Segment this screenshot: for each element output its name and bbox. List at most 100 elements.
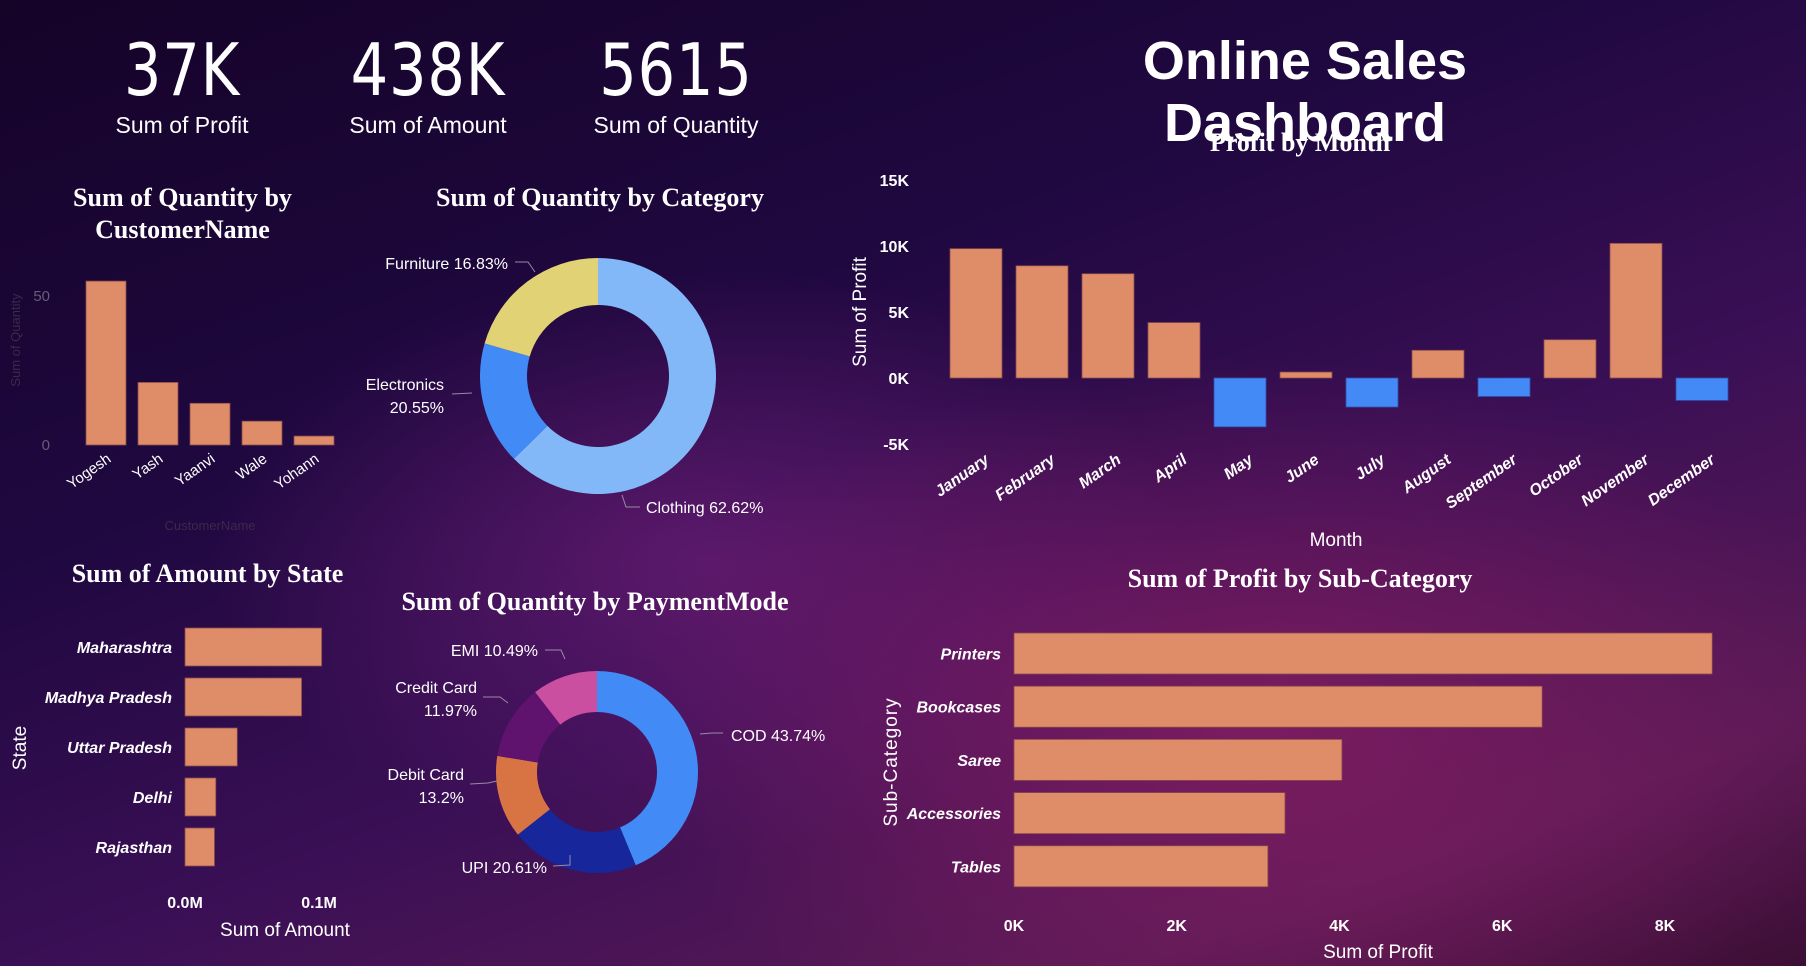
subcat-bar-chart: Printers Bookcases Saree Accessories Tables 0… [881, 632, 1713, 963]
x-tick-label: June [1282, 451, 1322, 486]
y-tick-label: Rajasthan [96, 840, 173, 857]
bar-may [1213, 377, 1267, 428]
leader-furniture [515, 261, 536, 273]
slice-credit-card [497, 692, 561, 763]
y-tick-label: 15K [880, 173, 910, 190]
y-tick-label: Madhya Pradesh [45, 690, 172, 707]
data-label-debit-pct: 13.2% [419, 790, 464, 807]
x-tick-label: Yash [129, 450, 166, 483]
x-axis-label: Sum of Profit [1323, 942, 1434, 963]
kpi-quantity: 5615 Sum of Quantity [576, 30, 776, 139]
x-tick-label: Yohann [271, 450, 322, 493]
x-tick-label: 0.1M [301, 895, 337, 912]
bar-uttar-pradesh [184, 727, 238, 767]
y-tick-label: Maharashtra [77, 640, 172, 657]
x-tick-label: 0.0M [167, 895, 203, 912]
kpi-quantity-label: Sum of Quantity [593, 112, 759, 138]
x-tick-label: 2K [1167, 918, 1188, 935]
bar-rajasthan [184, 827, 215, 867]
bar-january [949, 248, 1003, 379]
y-tick-label: Printers [941, 647, 1002, 664]
bar-saree [1013, 739, 1343, 781]
bar-february [1015, 265, 1069, 379]
bar-april [1147, 322, 1201, 379]
data-label-emi: EMI 10.49% [451, 643, 538, 660]
bar-march [1081, 273, 1135, 379]
y-tick-label: 0K [889, 371, 910, 388]
customer-bar-chart: 0 50 Sum of Quantity Yogesh Yash Yaanvi Wale Yo… [8, 280, 335, 533]
bar-yogesh [85, 280, 127, 446]
x-axis-label: Sum of Amount [220, 920, 351, 941]
slice-emi [535, 671, 597, 725]
y-tick-label: 50 [33, 288, 50, 305]
y-axis-label: Sub-Category [881, 697, 902, 826]
x-tick-label: 6K [1492, 918, 1513, 935]
bar-october [1543, 339, 1597, 379]
bar-july [1345, 377, 1399, 408]
bar-december [1675, 377, 1729, 401]
month-bar-chart: 15K 10K 5K 0K -5K Sum of Profit January Februar… [850, 173, 1729, 551]
bar-bookcases [1013, 685, 1543, 728]
chart-title-state: Sum of Amount by State [71, 559, 344, 588]
bar-delhi [184, 777, 217, 817]
y-axis-label: Sum of Profit [850, 256, 871, 367]
bar-madhya-pradesh [184, 677, 302, 717]
kpi-profit-value: 37K [123, 28, 241, 112]
payment-donut-chart: COD 43.74% UPI 20.61% Debit Card 13.2% Credi… [388, 643, 826, 877]
x-tick-label: Yaanvi [172, 450, 218, 490]
x-tick-label: September [1443, 451, 1521, 513]
kpi-quantity-value: 5615 [599, 28, 753, 112]
x-tick-label: Wale [233, 450, 270, 483]
kpi-amount: 438K Sum of Amount [318, 30, 538, 139]
kpi-amount-label: Sum of Amount [349, 112, 507, 138]
bar-yash [137, 382, 179, 446]
x-tick-label: March [1076, 451, 1125, 492]
leader-debit [469, 780, 498, 785]
bar-wale [241, 420, 283, 446]
bar-accessories [1013, 792, 1286, 834]
category-donut-chart: Clothing 62.62% Furniture 16.83% Electroni… [366, 256, 764, 517]
x-tick-label: January [932, 451, 993, 501]
leader-emi [545, 649, 566, 660]
y-tick-label: 10K [880, 239, 910, 256]
y-tick-label: Saree [957, 753, 1001, 770]
leader-credit [483, 696, 509, 704]
y-axis-label: Sum of Quantity [8, 293, 23, 387]
data-label-credit-name: Credit Card [395, 680, 477, 697]
leader-cod [699, 732, 723, 735]
y-tick-label: 5K [889, 305, 910, 322]
bar-november [1609, 242, 1663, 379]
x-tick-label: February [992, 451, 1059, 505]
bar-printers [1013, 632, 1713, 675]
y-tick-label: Bookcases [917, 700, 1002, 717]
data-label-upi: UPI 20.61% [462, 860, 547, 877]
bar-august [1411, 349, 1465, 379]
slice-debit-card [496, 755, 550, 835]
kpi-profit-label: Sum of Profit [115, 112, 249, 138]
chart-title-payment: Sum of Quantity by PaymentMode [401, 587, 789, 616]
kpi-profit: 37K Sum of Profit [92, 30, 272, 139]
y-axis-label: State [10, 726, 31, 770]
x-tick-label: July [1352, 451, 1389, 484]
slice-cod [597, 671, 698, 866]
data-label-credit-pct: 11.97% [424, 703, 477, 720]
data-label-debit-name: Debit Card [388, 767, 464, 784]
chart-title-customer: Sum of Quantity by CustomerName [73, 183, 292, 244]
leader-electronics [451, 392, 473, 395]
x-axis-label: Month [1310, 530, 1363, 551]
x-tick-label: October [1526, 451, 1587, 501]
slice-electronics [484, 258, 598, 357]
x-tick-label: 4K [1329, 918, 1350, 935]
chart-title-subcat: Sum of Profit by Sub-Category [1127, 564, 1473, 593]
bar-yohann [293, 435, 335, 446]
bar-june [1279, 371, 1333, 379]
bar-maharashtra [184, 627, 323, 667]
data-label-cod: COD 43.74% [731, 728, 825, 745]
data-label-furniture: Furniture 16.83% [385, 256, 508, 273]
x-tick-label: August [1399, 451, 1455, 497]
x-tick-label: November [1578, 451, 1652, 510]
leader-clothing [621, 494, 640, 508]
leader-upi [552, 855, 571, 867]
chart-title-month: Profit by Month [1209, 128, 1391, 157]
